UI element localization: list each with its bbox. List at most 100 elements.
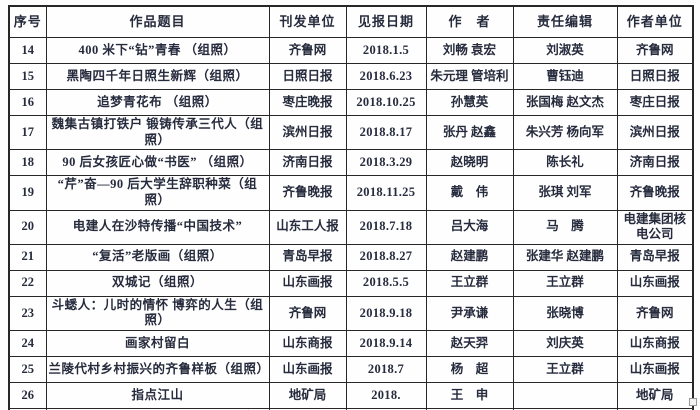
cell-date: 2018.8.17	[345, 114, 427, 151]
cell-publisher: 日照日报	[268, 63, 347, 90]
table-row: 16 追梦青花布 （组照） 枣庄晚报 2018.10.25 孙慧英 张国梅 赵文杰 枣庄日报	[8, 89, 694, 116]
cell-publisher: 齐鲁网	[268, 295, 347, 332]
cell-index: 26	[8, 382, 47, 409]
cell-author: 孙慧英	[425, 89, 514, 116]
cell-publisher: 山东工人报	[268, 209, 347, 245]
cell-editor	[512, 382, 618, 409]
cell-date: 2018.3.29	[345, 149, 427, 177]
cell-index: 17	[8, 114, 47, 151]
column-header-editor: 责任编辑	[512, 5, 618, 38]
table-row: 19 “芹”奋—90 后大学生辞职种菜（组照） 齐鲁晚报 2018.11.25 戴 伟张…	[8, 175, 694, 211]
cell-editor: 刘淑英	[512, 37, 618, 64]
cell-title: 黑陶四千年日照生新辉（组照）	[45, 63, 270, 90]
cell-author: 杨 超	[425, 356, 514, 383]
cell-editor: 张琪 刘军	[512, 175, 618, 211]
cell-editor: 王立群	[512, 269, 618, 297]
cell-author_unit: 青岛早报	[616, 243, 694, 271]
cell-author: 赵建鹏	[425, 243, 514, 271]
cell-title: 电建人在沙特传播“中国技术”	[45, 209, 270, 245]
cell-title: 追梦青花布 （组照）	[45, 89, 270, 116]
cell-author_unit: 山东画报	[616, 269, 694, 297]
cell-author_unit: 滨州日报	[616, 114, 694, 151]
table-row: 15 黑陶四千年日照生新辉（组照） 日照日报 2018.6.23 朱元理 管培利 曹钰迪日…	[8, 63, 694, 90]
cell-title: 90 后女孩匠心做“书医” （组照）	[45, 149, 270, 177]
cell-author_unit: 电建集团核电公司	[616, 209, 694, 245]
cell-publisher: 齐鲁晚报	[268, 175, 347, 211]
cell-title: 画家村留白	[45, 330, 270, 357]
table-row: 21 “复活”老版画（组照） 青岛早报 2018.8.27 赵建鹏 张建华 赵建鹏 青岛早报	[8, 243, 694, 271]
cell-editor: 陈长礼	[512, 149, 618, 177]
cell-date: 2018.1.5	[345, 37, 427, 64]
cell-index: 22	[8, 269, 47, 297]
cell-title: 双城记（组照）	[45, 269, 270, 297]
cell-index: 18	[8, 149, 47, 177]
column-header-date: 见报日期	[345, 5, 427, 38]
cell-editor: 马 腾	[512, 209, 618, 245]
cell-publisher: 青岛早报	[268, 243, 347, 271]
object-anchor-marker	[689, 398, 697, 406]
cell-publisher: 地矿局	[268, 382, 347, 409]
table-row: 24 画家村留白 山东商报 2018.9.14 赵天羿 刘庆英 山东商报	[8, 330, 694, 357]
cell-index: 20	[8, 209, 47, 245]
cell-publisher: 山东画报	[268, 269, 347, 297]
cell-author_unit: 济南日报	[616, 149, 694, 177]
cell-index: 14	[8, 37, 47, 64]
cell-author_unit: 齐鲁网	[616, 408, 694, 410]
table-row: 17 魏集古镇打铁户 锻铸传承三代人（组照） 滨州日报 2018.8.17 张丹 赵鑫朱…	[8, 114, 694, 151]
cell-editor: 张建华 赵建鹏	[512, 243, 618, 271]
table-row: 26 指点江山 地矿局 2018. 王 申地矿局	[8, 382, 694, 409]
cell-title: 斗蟋人：儿时的情怀 博弈的人生（组照）	[45, 295, 270, 332]
cell-author: 吕大海	[425, 209, 514, 245]
cell-date: 2018.5.5	[345, 269, 427, 297]
table-row: 22 双城记（组照） 山东画报 2018.5.5 王立群 王立群 山东画报	[8, 269, 694, 297]
table-row: 14 400 米下“钻”青春 （组照） 齐鲁网 2018.1.5 刘畅 袁宏 刘淑英 齐鲁网	[8, 37, 694, 64]
cell-index: 21	[8, 243, 47, 271]
cell-editor: 朱兴芳 杨向军	[512, 114, 618, 151]
cell-author_unit: 山东商报	[616, 330, 694, 357]
cell-title: “芹”奋—90 后大学生辞职种菜（组照）	[45, 175, 270, 211]
cell-author: 王立群	[425, 269, 514, 297]
cell-index: 23	[8, 295, 47, 332]
cell-date: 2018.7	[345, 356, 427, 383]
cell-index: 16	[8, 89, 47, 116]
cell-author: 戴 伟	[425, 175, 514, 211]
column-header-publisher: 刊发单位	[268, 5, 347, 38]
cell-author_unit: 齐鲁网	[616, 37, 694, 64]
cell-author: 赵晓明	[425, 149, 514, 177]
cell-index: 15	[8, 63, 47, 90]
cell-author_unit: 山东画报	[616, 356, 694, 383]
cell-author: 朱元理 管培利	[425, 63, 514, 90]
cell-publisher: 齐鲁网	[268, 37, 347, 64]
cell-author: 尹承谦	[425, 295, 514, 332]
cell-date: 2018.9.18	[345, 295, 427, 332]
cell-editor: 张晓博	[512, 295, 618, 332]
table-row: 20 电建人在沙特传播“中国技术” 山东工人报 2018.7.18 吕大海马 腾电建集团…	[8, 209, 694, 245]
cell-editor: 张国梅 赵文杰	[512, 89, 618, 116]
column-header-title: 作品题目	[45, 5, 270, 38]
cell-author_unit: 日照日报	[616, 63, 694, 90]
cell-publisher: 山东画报	[268, 356, 347, 383]
column-header-author: 作 者	[425, 5, 514, 38]
cell-editor: 王立群	[512, 356, 618, 383]
cell-author_unit: 地矿局	[616, 382, 694, 409]
cell-title: 兰陵代村乡村振兴的齐鲁样板（组照）	[45, 356, 270, 383]
cell-index: 24	[8, 330, 47, 357]
cell-date: 2018.7.18	[345, 209, 427, 245]
awards-table: 序号 作品题目 刊发单位 见报日期作 者责任编辑 作者单位 14 400 米下“钻”青春 …	[8, 5, 694, 410]
cell-date: 2018.8.27	[345, 243, 427, 271]
cell-author: 张丹 赵鑫	[425, 114, 514, 151]
cell-date: 2018.6.23	[345, 63, 427, 90]
cell-date: 2018.	[345, 382, 427, 409]
cell-publisher: 枣庄晚报	[268, 89, 347, 116]
table-body: 14 400 米下“钻”青春 （组照） 齐鲁网 2018.1.5 刘畅 袁宏 刘淑英 齐鲁网…	[8, 37, 694, 410]
cell-author_unit: 枣庄日报	[616, 89, 694, 116]
cell-author: 刘畅 袁宏	[425, 37, 514, 64]
table-row: 25 兰陵代村乡村振兴的齐鲁样板（组照） 山东画报 2018.7 杨 超王立群 山东画报	[8, 356, 694, 383]
cell-author: 赵天羿	[425, 330, 514, 357]
cell-title: 指点江山	[45, 382, 270, 409]
cell-index: 19	[8, 175, 47, 211]
column-header-index: 序号	[8, 5, 47, 38]
table-row: 18 90 后女孩匠心做“书医” （组照） 济南日报 2018.3.29 赵晓明 陈长礼济…	[8, 149, 694, 177]
cell-editor: 刘庆英	[512, 330, 618, 357]
